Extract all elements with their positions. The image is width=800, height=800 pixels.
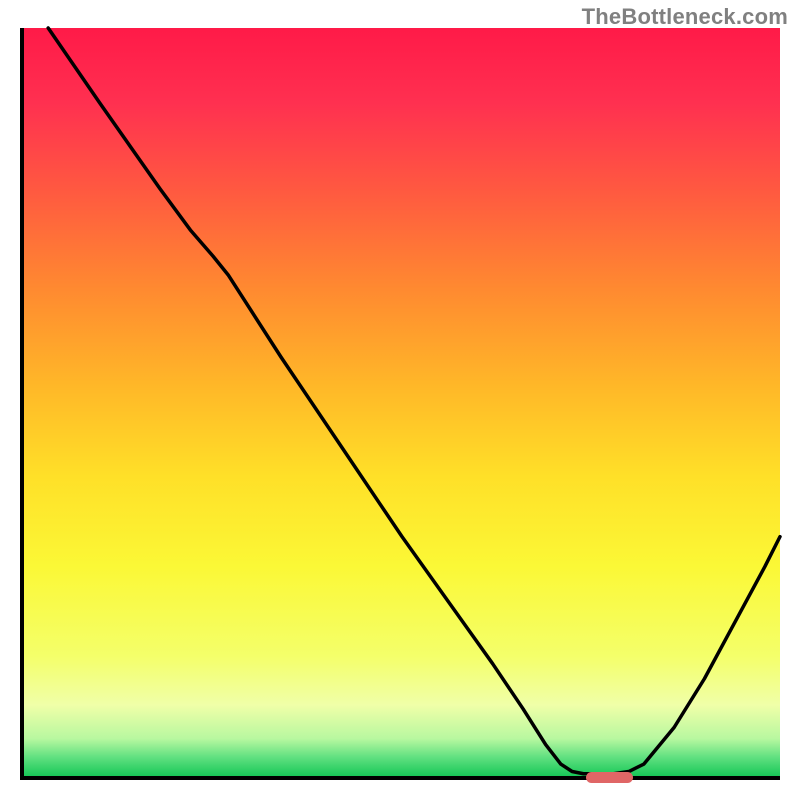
curve-path bbox=[48, 28, 780, 774]
bottleneck-curve bbox=[24, 28, 780, 776]
plot-area bbox=[20, 28, 780, 780]
optimal-marker bbox=[586, 772, 633, 783]
watermark-text: TheBottleneck.com bbox=[582, 4, 788, 30]
